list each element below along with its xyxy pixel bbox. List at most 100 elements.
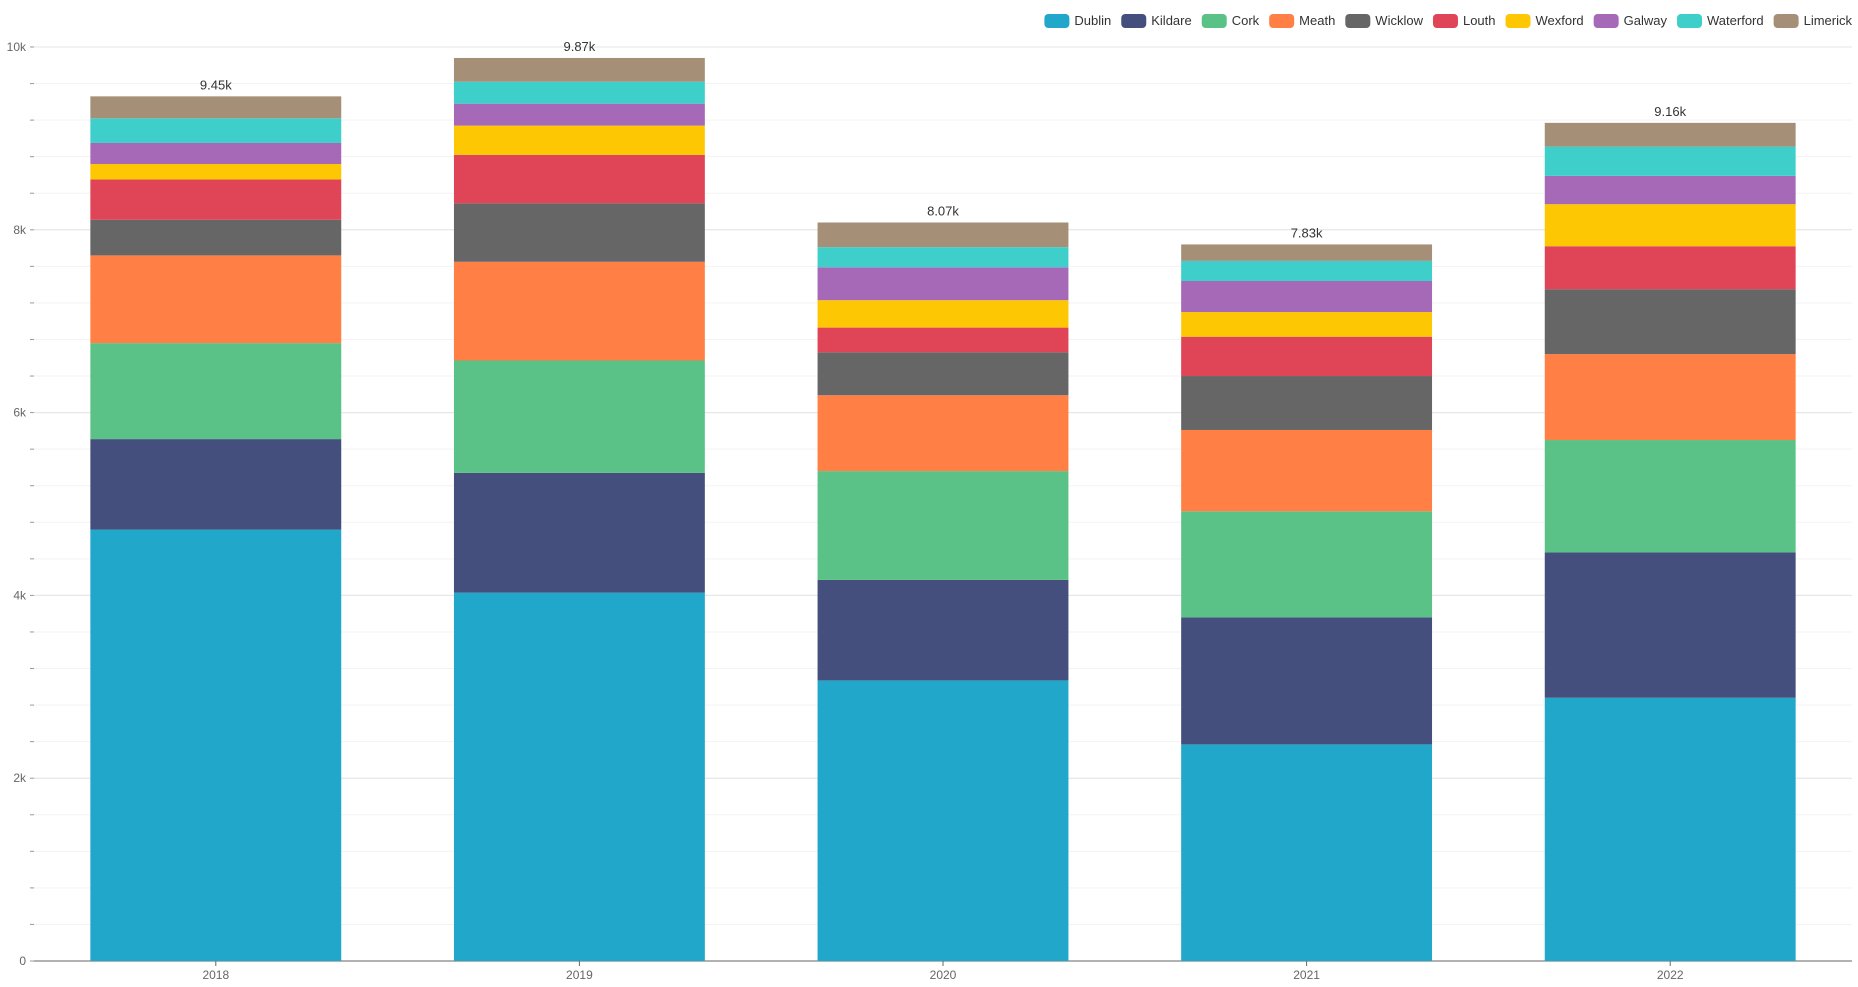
bar-segment-galway-2018[interactable] xyxy=(90,142,342,164)
legend-item-wicklow[interactable]: Wicklow xyxy=(1345,13,1424,28)
bar-segment-meath-2019[interactable] xyxy=(453,261,705,361)
legend-label: Waterford xyxy=(1707,13,1764,28)
legend-item-dublin[interactable]: Dublin xyxy=(1044,13,1111,28)
bar-segment-wicklow-2021[interactable] xyxy=(1181,376,1433,430)
legend-swatch xyxy=(1201,14,1227,28)
legend-swatch xyxy=(1432,14,1458,28)
bar-segment-waterford-2019[interactable] xyxy=(453,81,705,104)
legend-swatch xyxy=(1773,14,1799,28)
bar-segment-wicklow-2018[interactable] xyxy=(90,219,342,256)
bar-segment-dublin-2020[interactable] xyxy=(817,680,1069,961)
x-tick-label: 2022 xyxy=(1657,968,1684,982)
legend-label: Galway xyxy=(1624,13,1668,28)
bar-segment-limerick-2018[interactable] xyxy=(90,96,342,119)
legend-swatch xyxy=(1593,14,1619,28)
x-tick-label: 2019 xyxy=(566,968,593,982)
bar-segment-wexford-2019[interactable] xyxy=(453,125,705,155)
legend-swatch xyxy=(1269,14,1295,28)
bar-segment-meath-2022[interactable] xyxy=(1544,354,1796,441)
bar-segment-louth-2019[interactable] xyxy=(453,154,705,204)
bar-segment-meath-2018[interactable] xyxy=(90,255,342,344)
bar-segment-galway-2022[interactable] xyxy=(1544,175,1796,205)
legend-swatch xyxy=(1505,14,1531,28)
bar-segment-wexford-2018[interactable] xyxy=(90,163,342,180)
bar-total-label: 9.45k xyxy=(200,77,232,92)
bar-segment-louth-2018[interactable] xyxy=(90,179,342,220)
x-tick-label: 2018 xyxy=(202,968,229,982)
bar-segment-kildare-2021[interactable] xyxy=(1181,617,1433,745)
bar-segment-kildare-2018[interactable] xyxy=(90,439,342,530)
y-tick-label: 0 xyxy=(19,954,26,968)
bar-segment-louth-2020[interactable] xyxy=(817,327,1069,353)
legend-item-galway[interactable]: Galway xyxy=(1593,13,1668,28)
bar-segment-kildare-2019[interactable] xyxy=(453,472,705,593)
bar-segment-limerick-2021[interactable] xyxy=(1181,244,1433,261)
bar-segment-wicklow-2019[interactable] xyxy=(453,203,705,262)
bar-segment-dublin-2022[interactable] xyxy=(1544,697,1796,961)
bar-segment-wicklow-2022[interactable] xyxy=(1544,289,1796,355)
bar-segment-cork-2020[interactable] xyxy=(817,471,1069,580)
y-tick-label: 8k xyxy=(13,223,27,237)
legend-item-kildare[interactable]: Kildare xyxy=(1121,13,1192,28)
bar-segment-galway-2020[interactable] xyxy=(817,267,1069,301)
legend-label: Cork xyxy=(1232,13,1260,28)
bar-segment-louth-2021[interactable] xyxy=(1181,336,1433,377)
legend-item-meath[interactable]: Meath xyxy=(1269,13,1335,28)
y-tick-label: 6k xyxy=(13,406,27,420)
legend-label: Wicklow xyxy=(1375,13,1423,28)
legend-label: Kildare xyxy=(1151,13,1191,28)
bar-segment-galway-2021[interactable] xyxy=(1181,280,1433,313)
bar-total-label: 8.07k xyxy=(927,203,959,218)
bar-total-label: 9.87k xyxy=(563,39,595,54)
legend-swatch xyxy=(1345,14,1371,28)
bar-segment-waterford-2021[interactable] xyxy=(1181,260,1433,281)
label-layer: 9.45k 9.87k 8.07k 7.83k 9.16k xyxy=(200,39,1687,240)
legend-swatch xyxy=(1677,14,1703,28)
legend: Dublin Kildare Cork Meath Wicklow Louth Wexfor… xyxy=(1044,13,1853,28)
legend-label: Louth xyxy=(1463,13,1496,28)
bar-segment-limerick-2019[interactable] xyxy=(453,57,705,82)
legend-label: Wexford xyxy=(1536,13,1584,28)
bar-segment-waterford-2020[interactable] xyxy=(817,247,1069,268)
bar-segment-louth-2022[interactable] xyxy=(1544,246,1796,290)
bar-segment-wexford-2022[interactable] xyxy=(1544,204,1796,247)
y-tick-label: 4k xyxy=(13,588,27,602)
bar-segment-waterford-2018[interactable] xyxy=(90,118,342,143)
bar-segment-limerick-2022[interactable] xyxy=(1544,122,1796,147)
legend-swatch xyxy=(1121,14,1147,28)
legend-item-limerick[interactable]: Limerick xyxy=(1773,13,1853,28)
bar-segment-meath-2020[interactable] xyxy=(817,395,1069,472)
legend-item-wexford[interactable]: Wexford xyxy=(1505,13,1584,28)
legend-item-louth[interactable]: Louth xyxy=(1432,13,1496,28)
y-tick-label: 10k xyxy=(7,40,27,54)
bar-segment-cork-2018[interactable] xyxy=(90,343,342,440)
bar-segment-cork-2022[interactable] xyxy=(1544,440,1796,553)
x-tick-label: 2021 xyxy=(1293,968,1320,982)
bar-segment-cork-2019[interactable] xyxy=(453,360,705,473)
bar-segment-kildare-2022[interactable] xyxy=(1544,552,1796,698)
x-tick-label: 2020 xyxy=(930,968,957,982)
legend-item-waterford[interactable]: Waterford xyxy=(1677,13,1764,28)
legend-label: Limerick xyxy=(1804,13,1853,28)
bar-segment-meath-2021[interactable] xyxy=(1181,429,1433,512)
legend-label: Dublin xyxy=(1074,13,1111,28)
bar-segment-cork-2021[interactable] xyxy=(1181,511,1433,618)
bar-segment-galway-2019[interactable] xyxy=(453,103,705,126)
bar-layer xyxy=(90,57,1796,961)
legend-label: Meath xyxy=(1299,13,1335,28)
bar-total-label: 9.16k xyxy=(1654,104,1686,119)
bar-segment-kildare-2020[interactable] xyxy=(817,579,1069,681)
bar-segment-wicklow-2020[interactable] xyxy=(817,352,1069,396)
bar-segment-limerick-2020[interactable] xyxy=(817,222,1069,248)
bar-segment-waterford-2022[interactable] xyxy=(1544,146,1796,176)
legend-item-cork[interactable]: Cork xyxy=(1201,13,1260,28)
bar-segment-wexford-2021[interactable] xyxy=(1181,312,1433,337)
bar-segment-dublin-2019[interactable] xyxy=(453,592,705,961)
bar-segment-dublin-2018[interactable] xyxy=(90,529,342,961)
bar-total-label: 7.83k xyxy=(1291,225,1323,240)
legend-swatch xyxy=(1044,14,1070,28)
bar-segment-wexford-2020[interactable] xyxy=(817,300,1069,328)
bar-segment-dublin-2021[interactable] xyxy=(1181,744,1433,961)
